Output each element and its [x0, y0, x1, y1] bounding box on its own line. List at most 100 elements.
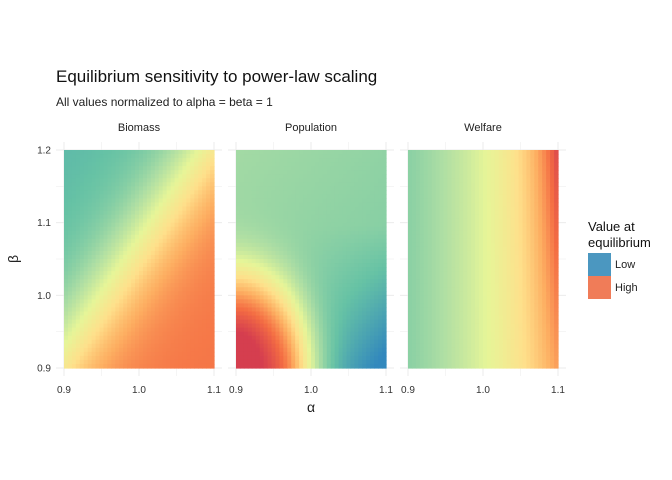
- heatmap-cell: [146, 299, 152, 305]
- heatmap-cell: [236, 254, 241, 260]
- heatmap-cell: [79, 222, 85, 228]
- heatmap-cell: [263, 222, 269, 228]
- heatmap-cell: [103, 363, 109, 369]
- heatmap-cell: [79, 210, 85, 216]
- heatmap-cell: [263, 178, 269, 183]
- heatmap-cell: [190, 218, 195, 224]
- heatmap-cell: [206, 230, 211, 236]
- heatmap-cell: [255, 275, 261, 280]
- heatmap-cell: [370, 150, 375, 155]
- heatmap-cell: [259, 283, 265, 288]
- heatmap-cell: [439, 319, 445, 325]
- heatmap-cell: [318, 351, 324, 357]
- heatmap-cell: [411, 339, 417, 345]
- heatmap-cell: [358, 299, 363, 305]
- heatmap-cell: [166, 303, 172, 309]
- heatmap-cell: [182, 158, 187, 163]
- heatmap-cell: [350, 166, 356, 171]
- heatmap-cell: [71, 246, 77, 252]
- heatmap-cell: [170, 295, 176, 300]
- heatmap-cell: [303, 267, 308, 272]
- heatmap-cell: [350, 194, 356, 200]
- heatmap-cell: [135, 214, 140, 220]
- heatmap-cell: [427, 267, 433, 272]
- heatmap-cell: [451, 271, 456, 276]
- heatmap-cell: [330, 242, 336, 248]
- heatmap-cell: [99, 315, 105, 321]
- heatmap-cell: [95, 186, 101, 191]
- y-tick-label: 1.2: [37, 146, 51, 157]
- heatmap-cell: [455, 343, 460, 349]
- heatmap-cell: [311, 178, 316, 183]
- heatmap-cell: [463, 226, 468, 232]
- heatmap-cell: [154, 331, 160, 337]
- heatmap-cell: [291, 174, 296, 179]
- heatmap-cell: [451, 154, 456, 159]
- heatmap-cell: [75, 158, 81, 163]
- heatmap-cell: [459, 319, 464, 325]
- heatmap-cell: [326, 263, 332, 268]
- heatmap-cell: [158, 190, 164, 196]
- heatmap-cell: [99, 198, 105, 204]
- heatmap-cell: [150, 295, 156, 300]
- heatmap-cell: [435, 331, 441, 337]
- heatmap-cell: [158, 279, 164, 284]
- heatmap-cell: [75, 303, 81, 309]
- heatmap-cell: [139, 190, 144, 196]
- heatmap-cell: [135, 210, 140, 216]
- heatmap-cell: [439, 190, 445, 196]
- heatmap-cell: [202, 186, 207, 191]
- heatmap-cell: [275, 319, 281, 325]
- heatmap-cell: [71, 359, 77, 365]
- heatmap-cell: [142, 150, 148, 155]
- heatmap-cell: [378, 287, 383, 292]
- heatmap-cell: [111, 214, 116, 220]
- heatmap-cell: [243, 355, 249, 361]
- heatmap-cell: [415, 363, 421, 369]
- heatmap-cell: [455, 202, 460, 208]
- heatmap-cell: [322, 206, 328, 212]
- heatmap-cell: [236, 363, 241, 369]
- heatmap-cell: [178, 166, 184, 171]
- heatmap-cell: [423, 198, 429, 204]
- heatmap-cell: [111, 218, 116, 224]
- heatmap-cell: [303, 182, 308, 187]
- heatmap-cell: [127, 190, 132, 196]
- heatmap-cell: [311, 359, 316, 365]
- heatmap-cell: [303, 343, 308, 349]
- heatmap-cell: [95, 363, 101, 369]
- heatmap-cell: [64, 331, 69, 337]
- heatmap-cell: [162, 311, 168, 317]
- heatmap-cell: [342, 287, 348, 292]
- heatmap-cell: [206, 275, 211, 280]
- heatmap-cell: [455, 267, 460, 272]
- heatmap-cell: [330, 194, 336, 200]
- heatmap-cell: [210, 214, 215, 220]
- heatmap-cell: [459, 194, 464, 200]
- heatmap-cell: [287, 335, 292, 341]
- heatmap-cell: [127, 150, 132, 155]
- heatmap-cell: [431, 291, 437, 296]
- heatmap-cell: [95, 259, 101, 264]
- heatmap-cell: [263, 162, 269, 167]
- x-tick-label: 0.9: [57, 385, 71, 396]
- heatmap-cell: [374, 259, 379, 264]
- heatmap-cell: [210, 299, 215, 305]
- heatmap-cell: [103, 190, 109, 196]
- heatmap-cell: [247, 295, 253, 300]
- heatmap-cell: [370, 359, 375, 365]
- heatmap-cell: [83, 190, 89, 196]
- heatmap-cell: [283, 186, 288, 191]
- heatmap-cell: [439, 242, 445, 248]
- heatmap-cell: [311, 283, 316, 288]
- heatmap-cell: [251, 210, 257, 216]
- heatmap-cell: [251, 246, 257, 252]
- heatmap-cell: [174, 283, 180, 288]
- heatmap-cell: [267, 154, 273, 159]
- heatmap-cell: [162, 279, 168, 284]
- heatmap-cell: [334, 150, 340, 155]
- heatmap-cell: [135, 154, 140, 159]
- heatmap-cell: [166, 218, 172, 224]
- heatmap-cell: [170, 150, 176, 155]
- heatmap-cell: [295, 283, 300, 288]
